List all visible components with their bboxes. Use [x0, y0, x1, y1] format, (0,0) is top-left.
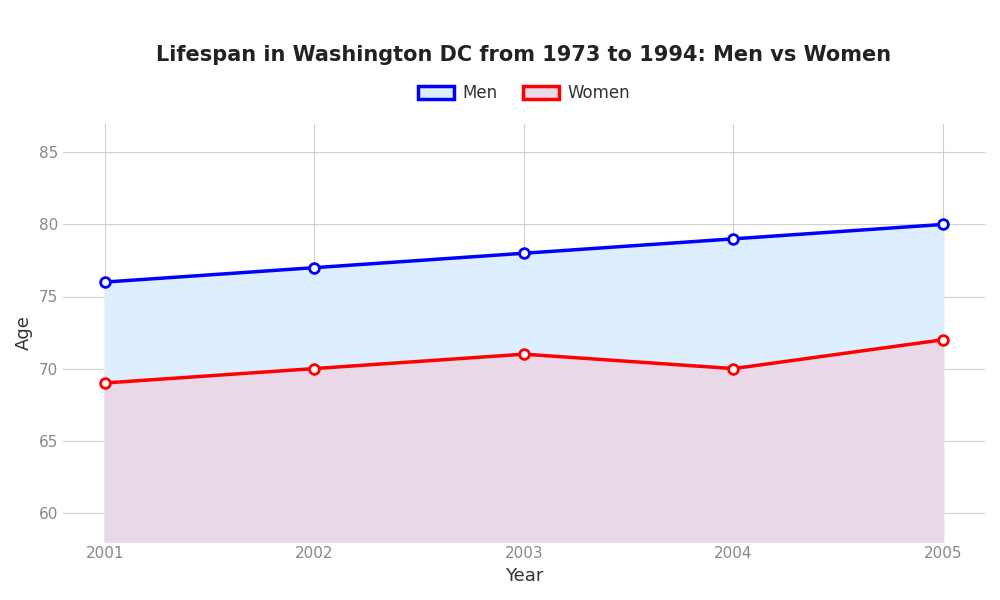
X-axis label: Year: Year — [505, 567, 543, 585]
Legend: Men, Women: Men, Women — [411, 77, 637, 109]
Title: Lifespan in Washington DC from 1973 to 1994: Men vs Women: Lifespan in Washington DC from 1973 to 1… — [156, 45, 891, 65]
Y-axis label: Age: Age — [15, 315, 33, 350]
